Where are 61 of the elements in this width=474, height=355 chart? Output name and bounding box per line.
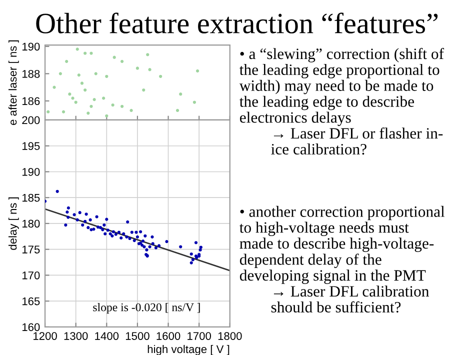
point xyxy=(120,60,124,63)
point xyxy=(62,110,66,114)
x-tick-label: 1800 xyxy=(218,332,242,340)
point xyxy=(84,88,87,92)
x-tick-label: 1400 xyxy=(95,332,119,340)
point xyxy=(77,73,80,77)
point xyxy=(52,86,56,89)
point xyxy=(111,103,114,107)
point xyxy=(71,96,74,100)
point xyxy=(130,108,133,112)
point xyxy=(179,92,182,96)
text: • another correction proportional to high-voltage needs must made to describe high-voltage- dependent delay of the developing signal in the PMT → Laser DFL calibration should be sufficient? xyxy=(240,206,445,313)
point xyxy=(76,48,79,51)
text: • a “slewing” correction (shift of the leading edge proportional to width) may need to be made to the leading edge to describe electronics delays → Laser DFL or flasher in- ice calibration? xyxy=(239,48,444,155)
y-axis-title: e after laser [ ns ] xyxy=(8,40,19,125)
x-tick-label: 1700 xyxy=(188,332,212,340)
point xyxy=(74,100,78,104)
x-tick-label: 1600 xyxy=(156,332,180,340)
y-tick-label: 200 xyxy=(22,116,40,124)
y-tick-label: 165 xyxy=(22,297,40,306)
y-tick-label: 195 xyxy=(22,142,40,150)
y-tick-label: 185 xyxy=(22,194,40,202)
point xyxy=(58,72,62,76)
point xyxy=(102,96,106,100)
annotation: slope is -0.020 [ ns/V ] xyxy=(93,302,200,314)
y-tick-label: 190 xyxy=(22,42,40,51)
point xyxy=(105,74,108,78)
y-tick-label: 175 xyxy=(22,246,40,254)
point xyxy=(136,66,140,70)
point xyxy=(148,68,152,72)
y-tick-label: 160 xyxy=(22,323,40,332)
y-axis-title: delay [ ns ] xyxy=(8,197,19,250)
point xyxy=(80,82,84,85)
point xyxy=(192,100,196,104)
point xyxy=(46,110,50,114)
point xyxy=(94,72,98,76)
x-tick-label: 1200 xyxy=(34,332,57,340)
point xyxy=(92,98,96,102)
point xyxy=(90,104,93,108)
x-tick-label: 1300 xyxy=(64,332,88,340)
y-tick-label: 190 xyxy=(22,168,40,176)
point xyxy=(86,112,90,115)
point xyxy=(176,108,180,112)
y-tick-label: 170 xyxy=(22,271,40,280)
chart-title: Other feature extraction “features” xyxy=(36,12,438,34)
point xyxy=(159,74,162,78)
point xyxy=(105,114,108,118)
point xyxy=(65,60,68,63)
point xyxy=(90,52,93,55)
point xyxy=(112,56,116,59)
x-tick-label: 1500 xyxy=(126,332,150,340)
point xyxy=(196,69,200,73)
y-tick-label: 188 xyxy=(22,70,40,78)
point xyxy=(68,92,72,96)
y-tick-label: 180 xyxy=(22,220,40,228)
point xyxy=(146,53,150,56)
y-tick-label: 186 xyxy=(22,97,40,106)
point xyxy=(84,52,87,55)
x-axis-title: high voltage [ V ] xyxy=(148,344,230,355)
point xyxy=(120,104,124,108)
point xyxy=(142,88,146,92)
